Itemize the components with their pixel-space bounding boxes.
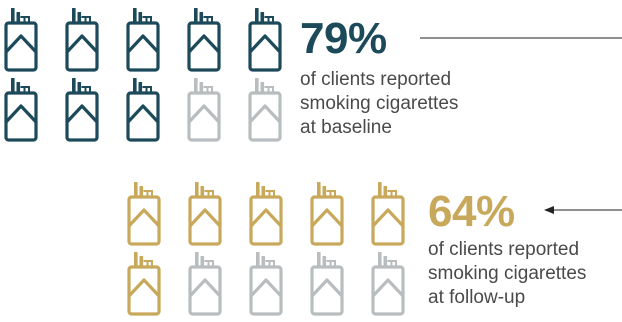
cigarette-pack-icon-filled [4, 78, 38, 142]
cigarette-pack-icon-filled [65, 8, 99, 72]
cigarette-pack-icon-filled [4, 8, 38, 72]
cigarette-pack-icon-filled [371, 182, 405, 246]
followup-icon-grid [127, 182, 405, 322]
cigarette-pack-icon-filled [126, 8, 160, 72]
cigarette-pack-icon-empty [187, 78, 221, 142]
cigarette-pack-icon-filled [249, 182, 283, 246]
baseline-description-line: smoking cigarettes [300, 93, 459, 114]
cigarette-pack-icon-empty [248, 78, 282, 142]
cigarette-pack-icon-filled [310, 182, 344, 246]
cigarette-pack-icon-filled [187, 8, 221, 72]
followup-description-line: smoking cigarettes [428, 263, 587, 284]
cigarette-pack-icon-filled [127, 252, 161, 316]
baseline-icon-grid [4, 8, 282, 148]
cigarette-pack-icon-filled [127, 182, 161, 246]
baseline-description: of clients reported smoking cigarettes a… [300, 68, 458, 140]
followup-connector-arrow [544, 206, 622, 214]
followup-description: of clients reported smoking cigarettes a… [428, 238, 586, 310]
cigarette-pack-icon-filled [248, 8, 282, 72]
cigarette-pack-icon-filled [126, 78, 160, 142]
baseline-description-line: of clients reported [300, 69, 452, 90]
cigarette-pack-icon-empty [249, 252, 283, 316]
followup-description-line: of clients reported [428, 239, 580, 260]
cigarette-pack-icon-empty [310, 252, 344, 316]
baseline-connector-line [420, 37, 622, 39]
cigarette-pack-icon-empty [188, 252, 222, 316]
baseline-description-line: at baseline [300, 117, 392, 138]
cigarette-pack-icon-filled [65, 78, 99, 142]
cigarette-pack-icon-empty [371, 252, 405, 316]
baseline-percent: 79% [300, 14, 387, 63]
cigarette-pack-icon-filled [188, 182, 222, 246]
followup-description-line: at follow-up [428, 287, 526, 308]
followup-percent: 64% [428, 187, 515, 236]
